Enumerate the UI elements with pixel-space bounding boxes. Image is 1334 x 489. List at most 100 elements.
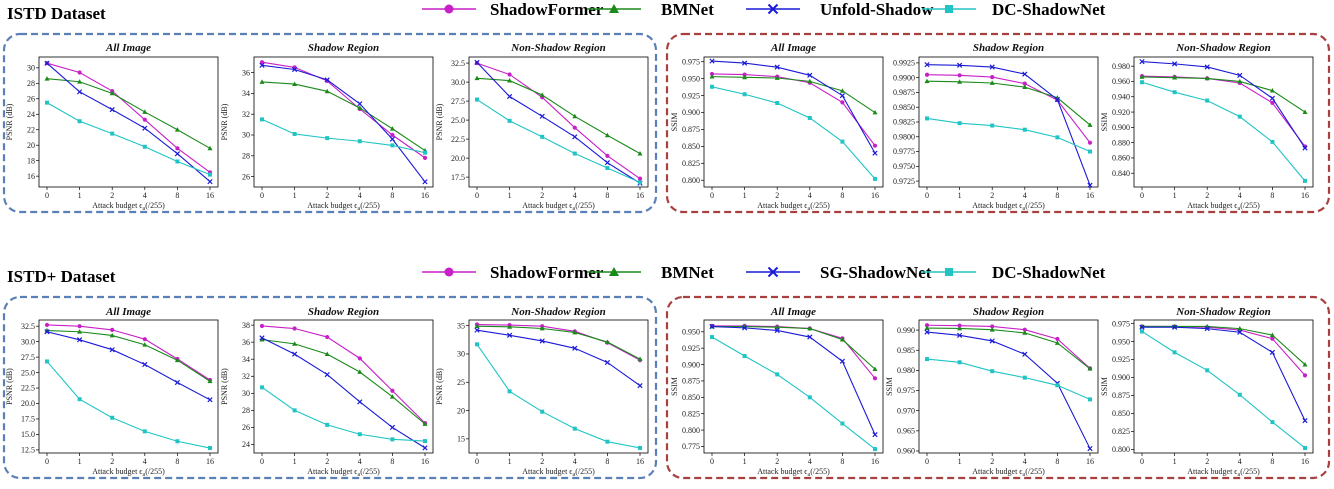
x-tick-label: 4 [808,191,812,200]
data-point [1087,182,1093,188]
x-tick-label: 1 [958,457,962,466]
y-tick-label: 0.970 [897,406,915,415]
y-tick-label: 0.9900 [893,73,915,82]
plot-frame [468,319,649,454]
y-tick-label: 36 [242,68,250,77]
series-line [476,77,641,155]
data-point [1269,88,1275,93]
x-axis-label-main: Attack budget ϵ [757,201,808,210]
x-tick-label: 0 [1140,191,1144,200]
x-tick-label: 16 [636,191,644,200]
data-point [1270,336,1275,341]
y-tick-label: 15 [457,435,465,444]
data-point [840,100,845,105]
data-point [507,389,512,394]
data-point [924,78,930,84]
data-point [873,447,877,452]
data-point [1270,139,1275,144]
y-tick-label: 0.800 [682,426,700,435]
data-point [259,79,265,84]
data-point [775,101,780,106]
plot-frame [703,319,884,454]
y-tick-label: 0.980 [897,366,915,375]
legend-marker-circle [444,4,454,14]
x-tick-label: 2 [110,191,114,200]
data-point [259,335,265,341]
data-point [110,415,115,420]
data-point [1205,368,1210,373]
series-line [711,326,876,435]
x-axis-label-main: Attack budget ϵ [92,201,143,210]
chart-panel: All Image 12.5 15.0 17.5 20.0 22.5 25.0 27.5 30.… [5,306,219,478]
y-tick-label: 30.0 [21,337,35,346]
y-tick-label: 32.5 [451,59,465,68]
series-line [1141,331,1306,449]
data-point [1303,445,1307,450]
x-tick-label: 2 [325,191,329,200]
x-tick-label: 16 [421,457,429,466]
y-tick-label: 26 [242,423,250,432]
data-point [741,325,748,331]
data-point [175,146,180,151]
series-shadowformer [259,60,428,160]
legend-label: SG-ShadowNet [820,263,932,282]
x-tick-label: 2 [1205,457,1209,466]
data-point [957,73,962,78]
data-point [292,81,298,86]
data-point [742,74,748,80]
dataset-title: ISTD Dataset [7,4,106,23]
plot-frame [1133,319,1314,454]
data-point [924,62,930,68]
data-point [807,78,813,84]
x-tick-label: 8 [1055,457,1059,466]
y-tick-label: 0.840 [1112,169,1130,178]
data-point [208,446,212,451]
data-point [324,77,330,83]
data-point [357,139,362,144]
x-axis-label-main: Attack budget ϵ [972,201,1023,210]
y-tick-label: 28 [27,79,35,88]
data-point [292,131,297,136]
x-axis-label-unit: (/255) [360,201,380,210]
data-point [989,80,995,85]
series-line [46,331,211,401]
x-tick-label: 4 [143,191,147,200]
legend-marker-circle [444,267,454,277]
data-point [1269,332,1275,337]
x-tick-label: 16 [636,457,644,466]
plot-frame [918,319,1099,454]
data-point [572,134,578,140]
data-point [324,371,330,378]
series-line [926,117,1091,153]
x-tick-label: 2 [775,191,779,200]
x-tick-label: 0 [710,191,714,200]
y-tick-label: 0.990 [897,326,915,335]
y-tick-label: 35 [457,321,465,330]
data-point [207,145,213,151]
legend-label: DC-ShadowNet [992,263,1106,282]
data-point [325,422,330,427]
x-axis-label: Attack budget ϵa(/255) [92,467,165,478]
series-shadowformer [924,72,1093,145]
x-axis-label-main: Attack budget ϵ [307,467,358,476]
data-point [872,109,878,115]
data-point [1172,350,1177,355]
data-point [957,121,962,126]
data-point [207,378,213,384]
x-tick-label: 1 [1173,191,1177,200]
legend-label: BMNet [661,263,714,282]
data-point [873,176,877,181]
x-axis-label: Attack budget ϵa(/255) [92,201,165,212]
data-point [389,394,395,399]
panel-title: Non-Shadow Region [1175,306,1270,318]
data-point [990,74,995,80]
data-point [259,337,265,342]
x-tick-label: 0 [260,457,264,466]
y-tick-label: 24 [27,110,35,119]
data-point [990,369,995,374]
data-point [109,347,115,353]
data-point [292,326,297,331]
data-point [539,113,545,119]
series-line [46,78,211,149]
